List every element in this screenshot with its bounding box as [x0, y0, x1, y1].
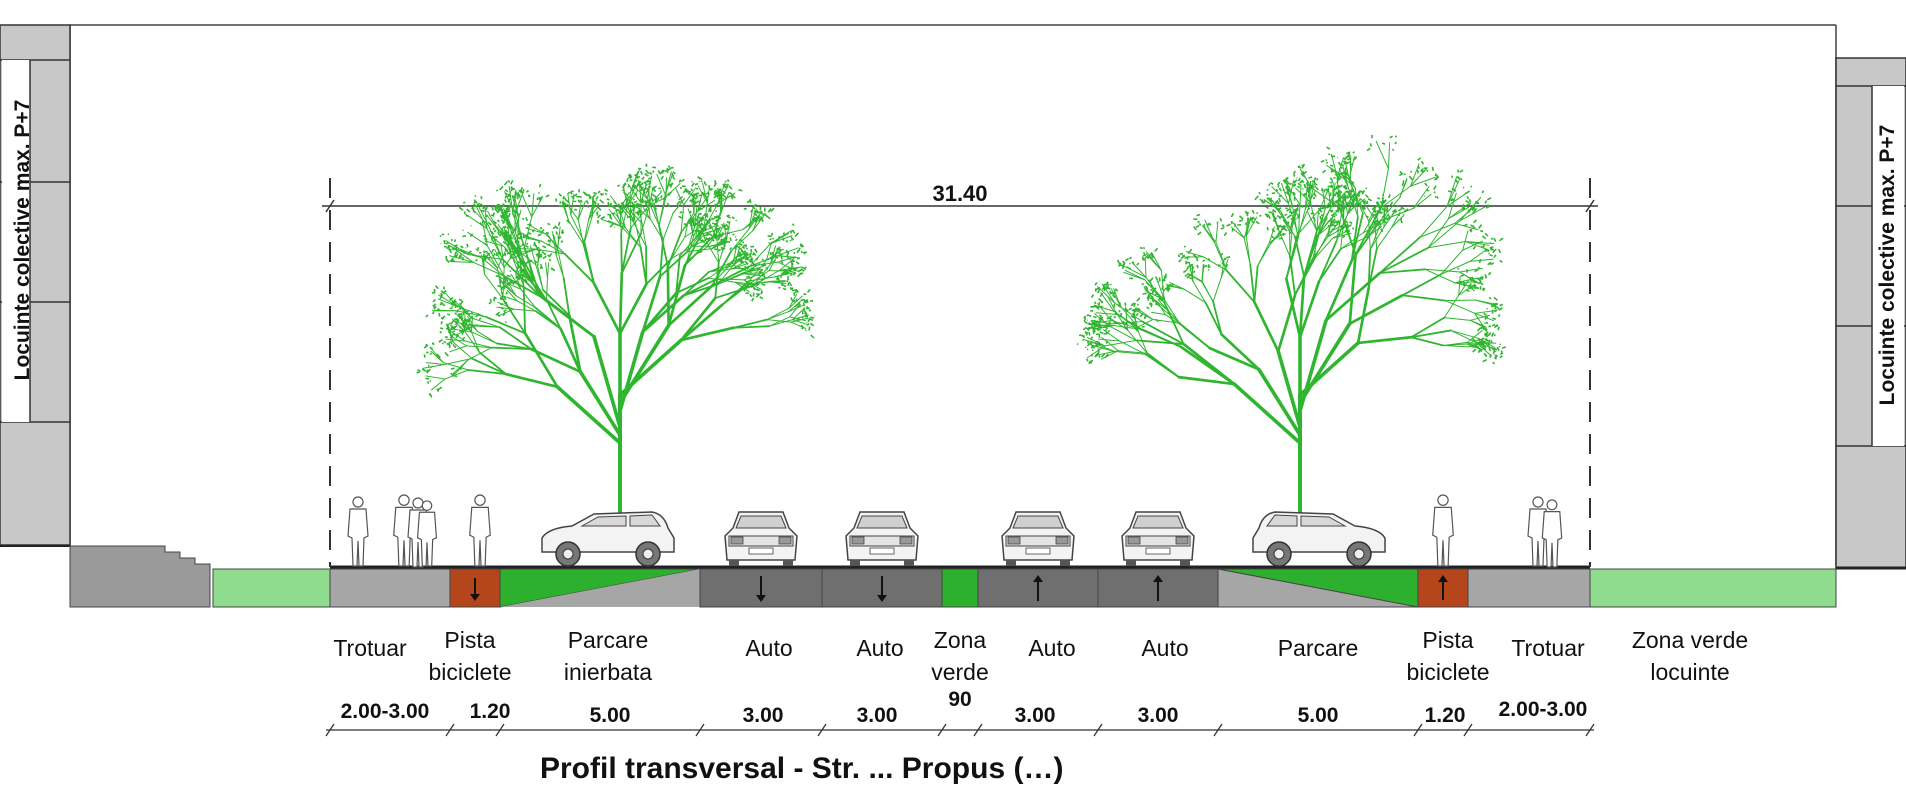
dim-auto-2: 3.00: [842, 704, 912, 728]
car-lane-1: [725, 512, 797, 566]
dim-pista-left: 1.20: [460, 700, 520, 724]
label-trotuar-left: Trotuar: [320, 635, 420, 662]
band-sidewalk-left: [330, 569, 450, 607]
left-terrain: [70, 546, 210, 607]
car-parked-right-body: [1253, 512, 1385, 566]
person-5: [470, 495, 491, 566]
band-green-median: [942, 569, 978, 607]
green-strip-left: [213, 569, 330, 607]
label-trotuar-right: Trotuar: [1498, 635, 1598, 662]
pedestrians: [348, 495, 1562, 567]
dim-pista-right: 1.20: [1415, 704, 1475, 728]
dim-auto-4: 3.00: [1123, 704, 1193, 728]
tree-left: [417, 164, 815, 515]
building-label-left: Locuinte colective max. P+7: [11, 70, 35, 410]
person-6: [1433, 495, 1454, 566]
dim-parcare-inierbata: 5.00: [575, 704, 645, 728]
label-zona-verde: Zona verde: [925, 624, 995, 688]
label-auto-2: Auto: [845, 635, 915, 662]
car-parked-right: [1253, 512, 1385, 566]
street-cross-section: Locuinte colective max. P+7 Locuinte col…: [0, 0, 1906, 765]
label-auto-3: Auto: [1017, 635, 1087, 662]
label-pista-right: Pista biciclete: [1393, 624, 1503, 688]
car-lane-3: [1002, 512, 1074, 566]
label-pista-left: Pista biciclete: [415, 624, 525, 688]
section-caption: Profil transversal - Str. ... Propus (…): [540, 752, 1063, 786]
cars: [542, 512, 1385, 566]
car-lane-4: [1122, 512, 1194, 566]
bottom-dimension-line: [326, 724, 1594, 736]
car-lane-2: [846, 512, 918, 566]
dim-auto-1: 3.00: [728, 704, 798, 728]
green-strip-right: [1590, 569, 1836, 607]
label-parcare: Parcare: [1263, 635, 1373, 662]
label-zona-verde-locuinte: Zona verde locuinte: [1615, 624, 1765, 688]
dim-trotuar-left: 2.00-3.00: [330, 700, 440, 724]
car-parked-left: [542, 512, 674, 566]
dim-zona-verde: 90: [940, 688, 980, 712]
label-auto-1: Auto: [734, 635, 804, 662]
person-1: [348, 497, 368, 566]
band-sidewalk-right: [1468, 569, 1590, 607]
dim-trotuar-right: 2.00-3.00: [1488, 698, 1598, 722]
dim-auto-3: 3.00: [1000, 704, 1070, 728]
dim-parcare: 5.00: [1283, 704, 1353, 728]
tree-right: [1077, 135, 1506, 515]
building-label-right: Locuinte colective max. P+7: [1876, 95, 1900, 435]
label-parcare-inierbata: Parcare inierbata: [548, 624, 668, 688]
overall-width-label: 31.40: [910, 181, 1010, 207]
label-auto-4: Auto: [1130, 635, 1200, 662]
road-bands: [213, 569, 1836, 607]
